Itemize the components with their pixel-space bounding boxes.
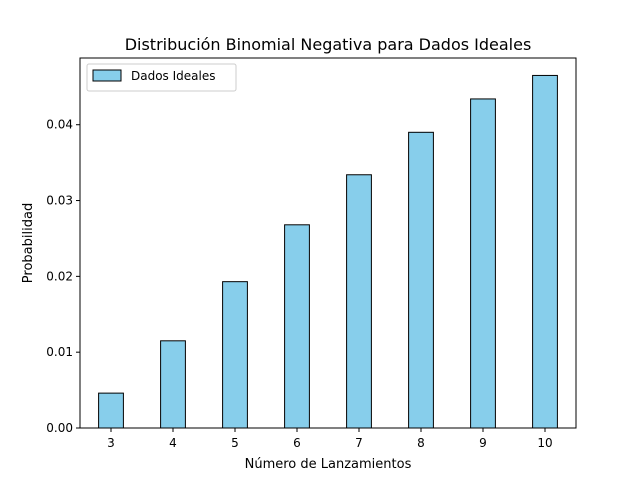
x-tick-label-6: 6 [293,436,301,450]
y-tick-label-1: 0.01 [46,345,73,359]
bars [98,74,558,429]
plot-frame [79,57,577,429]
legend-label: Dados Ideales [131,69,215,83]
x-axis-label: Número de Lanzamientos [245,457,412,472]
bar-10 [532,74,558,429]
y-tick-label-0: 0.00 [46,421,73,435]
x-tick-label-10: 10 [537,436,552,450]
bar-3 [98,392,124,429]
x-tick-label-3: 3 [107,436,115,450]
bar-6 [284,224,310,429]
legend-swatch [92,69,122,82]
bar-4 [160,340,186,429]
legend-frame [86,63,237,92]
x-axis: 3 4 5 6 7 8 9 10 [107,428,553,450]
x-tick-label-7: 7 [355,436,363,450]
x-tick-label-5: 5 [231,436,239,450]
y-tick-label-4: 0.04 [46,118,73,132]
y-axis: 0.00 0.01 0.02 0.03 0.04 [46,118,80,435]
y-axis-label: Probabilidad [21,203,36,283]
x-tick-label-9: 9 [479,436,487,450]
x-tick-label-8: 8 [417,436,425,450]
bar-9 [470,98,496,429]
y-tick-label-2: 0.02 [46,269,73,283]
bar-8 [408,131,434,429]
bar-5 [222,281,248,429]
legend: Dados Ideales [86,63,237,92]
y-tick-label-3: 0.03 [46,194,73,208]
chart-title: Distribución Binomial Negativa para Dado… [125,35,532,54]
x-tick-label-4: 4 [169,436,177,450]
bar-7 [346,174,372,429]
